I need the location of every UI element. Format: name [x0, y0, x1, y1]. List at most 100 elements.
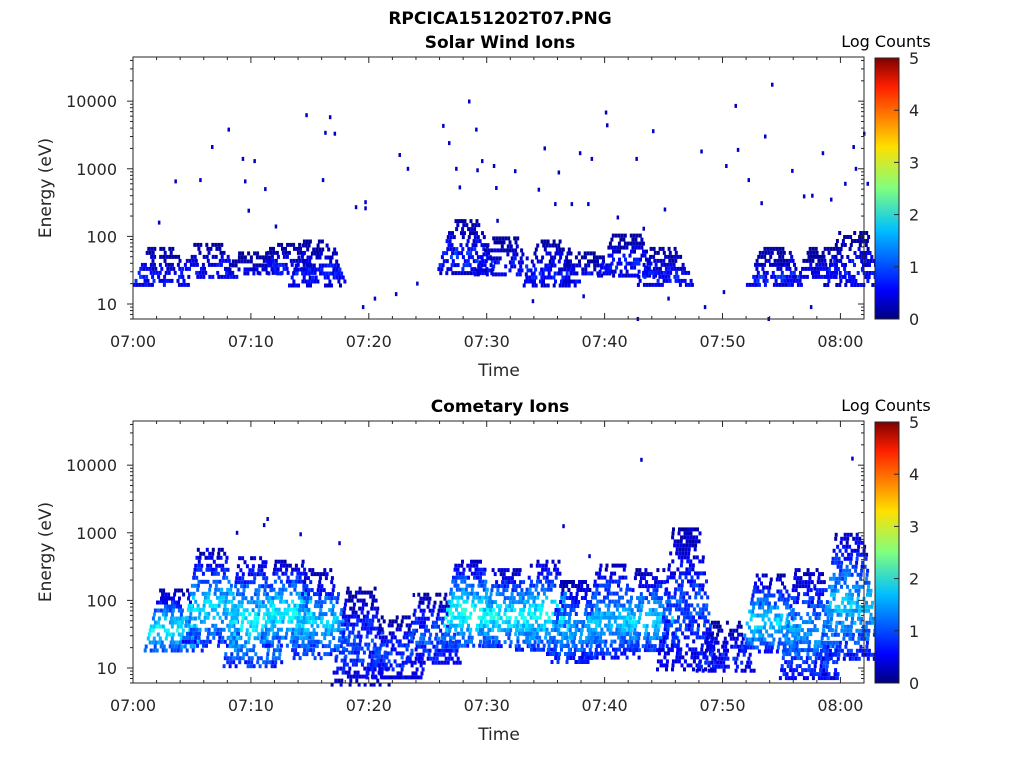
data-cell: [250, 596, 253, 600]
data-cell: [478, 568, 481, 572]
data-cell: [674, 247, 677, 251]
data-cell: [224, 640, 227, 644]
data-cell: [815, 652, 818, 656]
data-cell: [834, 267, 837, 271]
data-cell: [481, 231, 484, 235]
data-cell: [833, 549, 836, 553]
data-cell: [276, 251, 279, 255]
data-cell: [547, 648, 550, 652]
data-cell: [563, 612, 566, 616]
data-cell: [836, 239, 839, 243]
data-cell: [332, 588, 335, 592]
data-cell: [587, 656, 590, 660]
data-cell: [153, 649, 156, 653]
data-cell: [678, 527, 681, 531]
data-cell: [621, 644, 624, 648]
data-cell: [361, 607, 364, 611]
data-cell: [471, 223, 474, 227]
data-cell: [547, 264, 550, 268]
data-cell: [280, 564, 283, 568]
data-cell: [776, 650, 779, 654]
data-cell: [460, 596, 463, 600]
data-cell: [788, 275, 791, 279]
data-cell: [528, 628, 531, 632]
data-cell: [311, 636, 314, 640]
data-cell: [638, 616, 641, 620]
data-cell: [371, 655, 374, 659]
data-cell: [484, 568, 487, 572]
data-cell: [203, 604, 206, 608]
data-cell: [532, 604, 535, 608]
data-cell: [543, 576, 546, 580]
data-cell: [834, 672, 837, 676]
data-cell: [574, 584, 577, 588]
data-cell: [752, 634, 755, 638]
data-cell: [679, 595, 682, 599]
data-cell: [691, 567, 694, 571]
data-cell: [229, 275, 232, 279]
data-cell: [484, 620, 487, 624]
data-cell: [573, 608, 576, 612]
data-cell: [591, 596, 594, 600]
data-cell: [624, 242, 627, 246]
data-cell: [235, 620, 238, 624]
data-cell: [640, 576, 643, 580]
data-cell: [772, 271, 775, 275]
data-cell: [217, 275, 220, 279]
data-cell: [603, 632, 606, 636]
data-cell: [454, 616, 457, 620]
data-cell: [712, 665, 715, 669]
data-cell: [444, 649, 447, 653]
data-cell: [315, 600, 318, 604]
data-cell: [850, 283, 853, 287]
data-cell: [647, 600, 650, 604]
data-cell: [165, 255, 168, 259]
data-cell: [668, 267, 671, 271]
data-cell: [367, 663, 370, 667]
data-point: [364, 200, 367, 204]
data-cell: [563, 616, 566, 620]
data-cell: [806, 612, 809, 616]
data-cell: [730, 645, 733, 649]
data-cell: [237, 632, 240, 636]
data-cell: [505, 632, 508, 636]
data-cell: [305, 244, 308, 248]
data-cell: [535, 588, 538, 592]
data-cell: [434, 653, 437, 657]
data-cell: [652, 576, 655, 580]
data-cell: [521, 632, 524, 636]
data-cell: [657, 596, 660, 600]
data-cell: [445, 616, 448, 620]
data-cell: [794, 275, 797, 279]
data-cell: [366, 631, 369, 635]
data-cell: [814, 660, 817, 664]
data-cell: [537, 628, 540, 632]
data-cell: [777, 646, 780, 650]
data-cell: [687, 579, 690, 583]
data-cell: [521, 628, 524, 632]
data-cell: [537, 260, 540, 264]
data-cell: [250, 580, 253, 584]
data-cell: [833, 676, 836, 680]
data-cell: [204, 596, 207, 600]
data-cell: [786, 259, 789, 263]
data-cell: [769, 642, 772, 646]
data-cell: [246, 608, 249, 612]
data-cell: [325, 272, 328, 276]
data-cell: [385, 635, 388, 639]
data-cell: [787, 660, 790, 664]
data-cell: [801, 672, 804, 676]
data-cell: [551, 600, 554, 604]
data-cell: [275, 592, 278, 596]
data-cell: [384, 639, 387, 643]
data-cell: [743, 634, 746, 638]
data-cell: [397, 671, 400, 675]
data-cell: [552, 620, 555, 624]
data-cell: [872, 271, 875, 275]
data-cell: [732, 629, 735, 633]
data-cell: [615, 628, 618, 632]
data-cell: [275, 656, 278, 660]
data-cell: [297, 616, 300, 620]
data-cell: [372, 675, 375, 679]
data-cell: [781, 664, 784, 668]
